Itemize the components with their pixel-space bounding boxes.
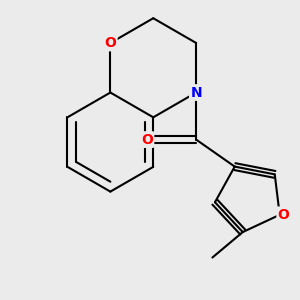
Text: O: O — [104, 36, 116, 50]
Text: O: O — [141, 133, 153, 147]
Text: N: N — [190, 85, 202, 100]
Text: O: O — [278, 208, 290, 222]
